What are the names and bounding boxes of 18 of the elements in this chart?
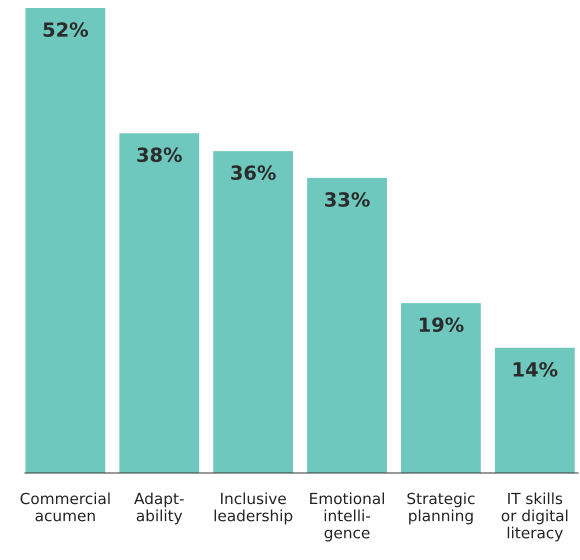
bar (401, 303, 481, 473)
x-tick-label: Strategic planning (407, 492, 475, 524)
x-tick-label: Commercial acumen (20, 492, 110, 522)
data-label: 38% (137, 147, 182, 162)
data-label: 14% (514, 362, 558, 377)
bar (25, 8, 106, 473)
x-tick-label: Emotional intelli- gence (310, 492, 384, 542)
bar (494, 348, 575, 473)
bar (119, 133, 200, 473)
x-tick-label: Adapt- ability (134, 492, 184, 524)
data-label: 52% (44, 22, 88, 37)
data-label: 19% (420, 317, 464, 332)
x-tick-label: Inclusive leadership (214, 492, 292, 524)
data-label: 36% (231, 165, 276, 180)
bar (213, 151, 294, 473)
x-tick-label: IT skills or digital literacy (502, 492, 568, 542)
bar (307, 178, 387, 473)
data-label: 33% (325, 192, 370, 207)
